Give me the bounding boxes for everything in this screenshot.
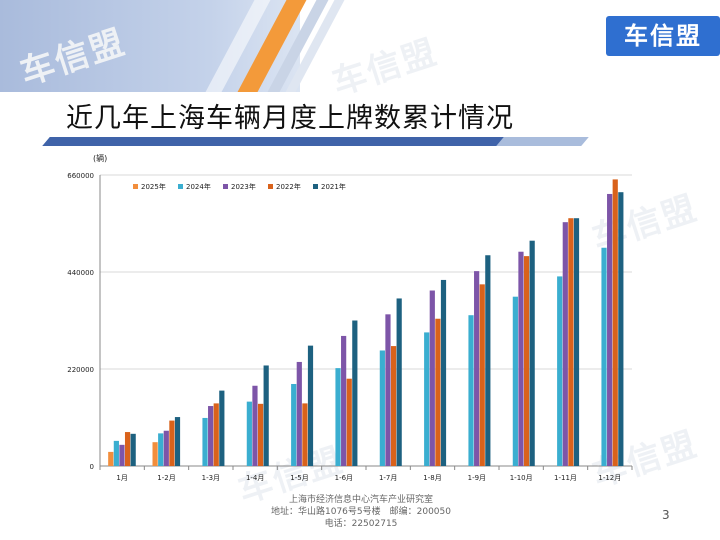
- chart-gridlines: [100, 174, 632, 370]
- y-axis: 0 220000 440000 660000: [67, 172, 101, 471]
- bar-2023: [607, 193, 613, 466]
- bar-2023: [474, 271, 480, 466]
- x-tick-label: 1-8月: [423, 474, 441, 482]
- y-axis-label: (辆): [93, 153, 107, 163]
- chart-bars: [108, 179, 624, 467]
- legend-label: 2023年: [231, 182, 256, 191]
- bar-2021: [573, 218, 580, 466]
- bar-2024: [557, 276, 563, 466]
- bar-2025: [152, 442, 158, 466]
- bar-2022: [390, 346, 397, 466]
- x-axis: 1月 1-2月 1-3月 1-4月 1-5月 1-6月 1-7月 1-8月 1-9月 1-10月 1…: [99, 465, 633, 482]
- bar-2024: [379, 350, 385, 466]
- legend-label: 2025年: [141, 182, 166, 191]
- bar-2022: [435, 318, 441, 466]
- bar-2021: [174, 417, 181, 466]
- bar-2023: [208, 406, 214, 466]
- bar-2022: [213, 403, 219, 466]
- bar-2024: [468, 315, 474, 466]
- bar-2025: [108, 451, 114, 466]
- x-tick-label: 1-7月: [379, 474, 397, 482]
- footer-line: 电话：22502715: [324, 519, 398, 529]
- bar-2024: [202, 417, 208, 466]
- bar-2023: [518, 251, 524, 466]
- bar-2022: [479, 284, 485, 466]
- bar-2023: [252, 385, 258, 466]
- legend-swatch: [178, 184, 183, 189]
- bar-2023: [562, 222, 568, 466]
- y-tick-label: 0: [90, 463, 94, 471]
- bar-2023: [429, 290, 435, 466]
- bar-2021: [307, 345, 314, 466]
- legend-label: 2024年: [186, 182, 211, 191]
- bar-2024: [424, 332, 430, 466]
- x-tick-label: 1-12月: [598, 474, 621, 482]
- bar-2023: [296, 361, 302, 466]
- legend-swatch: [223, 184, 228, 189]
- x-tick-label: 1-10月: [510, 474, 533, 482]
- bar-2022: [568, 218, 574, 466]
- footer-line: 地址：华山路1076号5号楼 邮编：200050: [271, 507, 451, 517]
- page-title: 近几年上海车辆月度上牌数累计情况: [66, 103, 514, 134]
- x-tick-label: 1-11月: [554, 474, 577, 482]
- page-number: 3: [662, 508, 670, 522]
- x-tick-label: 1-5月: [290, 474, 308, 482]
- y-tick-label: 440000: [67, 269, 94, 277]
- bar-2023: [341, 335, 347, 466]
- bar-2021: [130, 433, 136, 466]
- x-tick-label: 1-9月: [468, 474, 486, 482]
- bar-2023: [163, 430, 169, 466]
- bar-2021: [219, 390, 225, 466]
- legend-swatch: [133, 184, 138, 189]
- bar-2021: [440, 279, 447, 466]
- legend-swatch: [313, 184, 318, 189]
- y-tick-label: 660000: [67, 172, 94, 180]
- y-tick-label: 220000: [67, 366, 94, 374]
- bar-2022: [257, 403, 264, 466]
- bar-2022: [169, 420, 175, 466]
- footer-line: 上海市经济信息中心汽车产业研究室: [288, 495, 433, 505]
- bar-2024: [158, 433, 164, 466]
- bar-2022: [612, 179, 618, 466]
- legend-label: 2021年: [321, 182, 346, 191]
- chart-legend: 2025年 2024年 2023年 2022年 2021年: [133, 182, 346, 191]
- bar-2021: [263, 365, 269, 466]
- bar-2022: [523, 256, 530, 466]
- legend-swatch: [268, 184, 273, 189]
- bar-2024: [113, 440, 119, 466]
- bar-2021: [485, 255, 491, 466]
- bar-2022: [124, 432, 131, 466]
- bar-2024: [512, 296, 518, 466]
- bar-2024: [291, 383, 297, 466]
- legend-label: 2022年: [276, 182, 301, 191]
- x-tick-label: 1-6月: [335, 474, 353, 482]
- bar-2022: [302, 403, 308, 466]
- bar-2024: [601, 247, 607, 466]
- bar-2024: [246, 401, 252, 466]
- x-tick-label: 1-4月: [246, 474, 264, 482]
- bar-2023: [385, 314, 391, 466]
- bar-2024: [335, 368, 341, 466]
- x-tick-label: 1-3月: [202, 474, 220, 482]
- bar-2021: [618, 192, 624, 467]
- bar-2021: [529, 240, 535, 466]
- brand-logo: 车信盟: [606, 16, 720, 56]
- footer-contact: 上海市经济信息中心汽车产业研究室 地址：华山路1076号5号楼 邮编：20005…: [200, 494, 522, 530]
- bar-2023: [119, 444, 125, 466]
- x-tick-label: 1月: [116, 474, 127, 482]
- bar-2021: [396, 298, 402, 466]
- bar-2021: [352, 320, 358, 466]
- bar-2022: [346, 378, 352, 466]
- x-tick-label: 1-2月: [157, 474, 175, 482]
